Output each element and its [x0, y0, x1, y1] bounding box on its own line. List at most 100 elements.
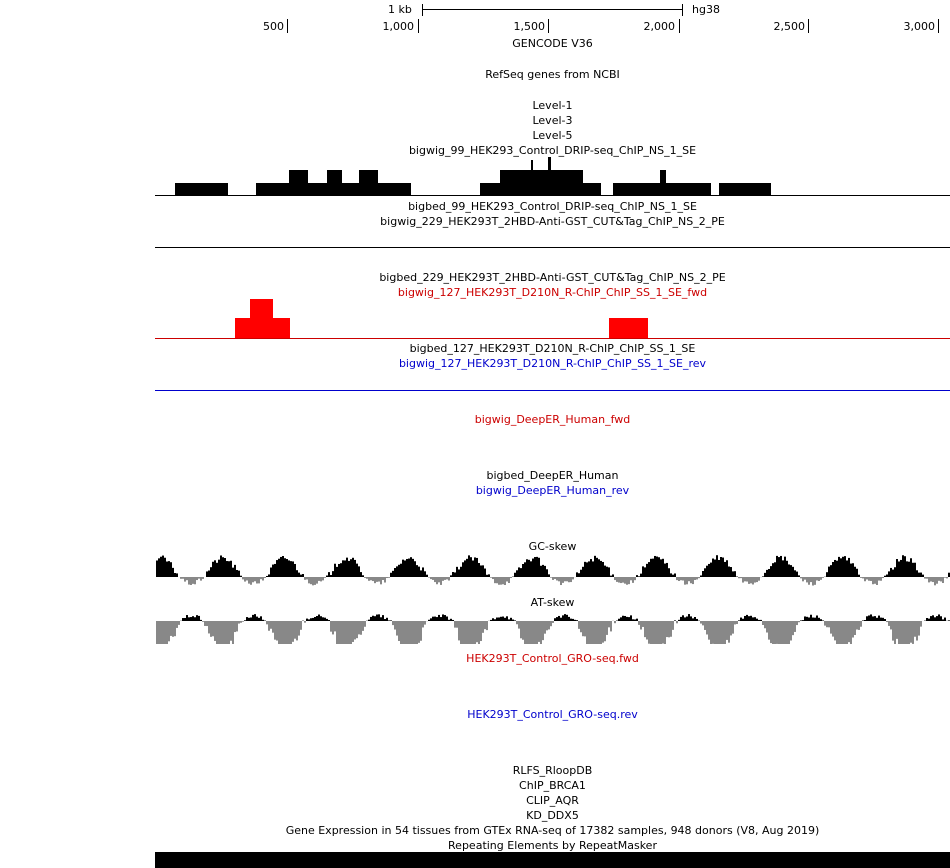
skew-bar: [862, 620, 864, 621]
r-chip-fwd-signal-track[interactable]: [0, 297, 950, 339]
skew-bar: [862, 577, 864, 579]
skew-bar: [160, 556, 162, 577]
skew-bar: [700, 621, 702, 624]
skew-bar: [404, 621, 406, 644]
skew-bar: [188, 617, 190, 621]
skew-bar: [322, 617, 324, 621]
gc-skew-track[interactable]: [0, 553, 950, 593]
track-label-deeper-fwd[interactable]: bigwig_DeepER_Human_fwd: [474, 413, 631, 426]
track-label-gencode[interactable]: GENCODE V36: [512, 37, 593, 50]
skew-bar: [866, 616, 868, 621]
skew-bar: [774, 621, 776, 644]
track-label-bw127-fwd[interactable]: bigwig_127_HEK293T_D210N_R-ChIP_ChIP_SS_…: [397, 286, 708, 299]
track-label-bb229[interactable]: bigbed_229_HEK293T_2HBD-Anti-GST_CUT&Tag…: [379, 271, 726, 284]
skew-bar: [704, 568, 706, 577]
skew-bar: [778, 557, 780, 577]
track-label-kd-ddx5[interactable]: KD_DDX5: [526, 809, 579, 822]
skew-bar: [204, 621, 206, 626]
skew-bar: [628, 617, 630, 621]
skew-bar: [642, 566, 644, 577]
skew-bar: [248, 617, 250, 621]
skew-bar: [252, 577, 254, 583]
skew-bar: [270, 621, 272, 629]
track-label-gc-skew[interactable]: GC-skew: [528, 540, 577, 553]
skew-bar: [184, 617, 186, 621]
track-label-brca1[interactable]: ChIP_BRCA1: [519, 779, 586, 792]
skew-bar: [214, 560, 216, 577]
track-label-level3[interactable]: Level-3: [532, 114, 573, 127]
track-label-bb99[interactable]: bigbed_99_HEK293_Control_DRIP-seq_ChIP_N…: [408, 200, 697, 213]
track-label-bb127[interactable]: bigbed_127_HEK293T_D210N_R-ChIP_ChIP_SS_…: [409, 342, 696, 355]
skew-bar: [866, 577, 868, 580]
track-label-rlfs[interactable]: RLFS_RloopDB: [512, 764, 593, 777]
skew-bar: [774, 562, 776, 577]
skew-bar: [166, 561, 168, 577]
track-label-repeatmasker[interactable]: Repeating Elements by RepeatMasker: [448, 839, 657, 852]
scale-bar-line: [422, 9, 682, 10]
skew-bar: [868, 577, 870, 581]
skew-bar: [256, 616, 258, 621]
skew-bar: [544, 565, 546, 577]
skew-bar: [690, 616, 692, 621]
skew-bar: [234, 621, 236, 633]
at-skew-track[interactable]: [0, 604, 950, 644]
drip-seq-signal-track[interactable]: [0, 157, 950, 197]
skew-bar: [400, 621, 402, 644]
skew-bar: [740, 577, 742, 579]
skew-bar: [896, 559, 898, 577]
skew-bar: [746, 577, 748, 582]
track-label-gro-rev[interactable]: HEK293T_Control_GRO-seq.rev: [467, 708, 638, 721]
track-label-at-skew[interactable]: AT-skew: [530, 596, 575, 609]
track-label-level5[interactable]: Level-5: [532, 129, 573, 142]
track-label-bw229[interactable]: bigwig_229_HEK293T_2HBD-Anti-GST_CUT&Tag…: [380, 215, 725, 228]
skew-bar: [302, 574, 304, 577]
skew-bar: [390, 620, 392, 621]
skew-bar: [360, 621, 362, 635]
skew-bar: [710, 562, 712, 577]
track-label-gro-fwd[interactable]: HEK293T_Control_GRO-seq.fwd: [466, 652, 639, 665]
track-label-deeper-bb[interactable]: bigbed_DeepER_Human: [486, 469, 619, 482]
skew-bar: [910, 558, 912, 577]
skew-bar: [242, 621, 244, 622]
skew-bar: [640, 621, 642, 630]
skew-bar: [468, 555, 470, 577]
skew-bar: [926, 577, 928, 579]
track-label-clip-aqr[interactable]: CLIP_AQR: [526, 794, 579, 807]
skew-bar: [506, 616, 508, 621]
skew-bar: [282, 621, 284, 644]
skew-bar: [840, 621, 842, 644]
skew-bar: [596, 557, 598, 577]
track-label-gtex[interactable]: Gene Expression in 54 tissues from GTEx …: [285, 824, 820, 837]
skew-bar: [368, 619, 370, 621]
track-label-bw99[interactable]: bigwig_99_HEK293_Control_DRIP-seq_ChIP_N…: [408, 144, 697, 157]
skew-bar: [664, 621, 666, 644]
skew-bar: [636, 618, 638, 621]
skew-bar: [314, 616, 316, 621]
skew-bar: [490, 619, 492, 621]
skew-bar: [494, 619, 496, 621]
skew-bar: [436, 577, 438, 585]
repeatmasker-bar[interactable]: [155, 852, 950, 868]
track-label-deeper-rev[interactable]: bigwig_DeepER_Human_rev: [475, 484, 630, 497]
skew-bar: [696, 618, 698, 621]
skew-bar: [286, 621, 288, 644]
skew-bar: [210, 567, 212, 577]
track-label-refseq[interactable]: RefSeq genes from NCBI: [485, 68, 620, 81]
track-label-level1[interactable]: Level-1: [532, 99, 573, 112]
skew-bar: [244, 620, 246, 621]
skew-bar: [492, 577, 494, 580]
skew-bar: [786, 560, 788, 577]
skew-bar: [498, 577, 500, 585]
skew-bar: [422, 621, 424, 628]
skew-bar: [582, 566, 584, 577]
skew-bar: [894, 567, 896, 577]
skew-bar: [560, 617, 562, 621]
skew-bar: [792, 566, 794, 577]
skew-bar: [496, 577, 498, 584]
skew-bar: [564, 577, 566, 582]
skew-bar: [466, 558, 468, 577]
skew-bar: [406, 558, 408, 577]
skew-bar: [856, 568, 858, 577]
track-label-bw127-rev[interactable]: bigwig_127_HEK293T_D210N_R-ChIP_ChIP_SS_…: [398, 357, 707, 370]
skew-bar: [364, 621, 366, 627]
